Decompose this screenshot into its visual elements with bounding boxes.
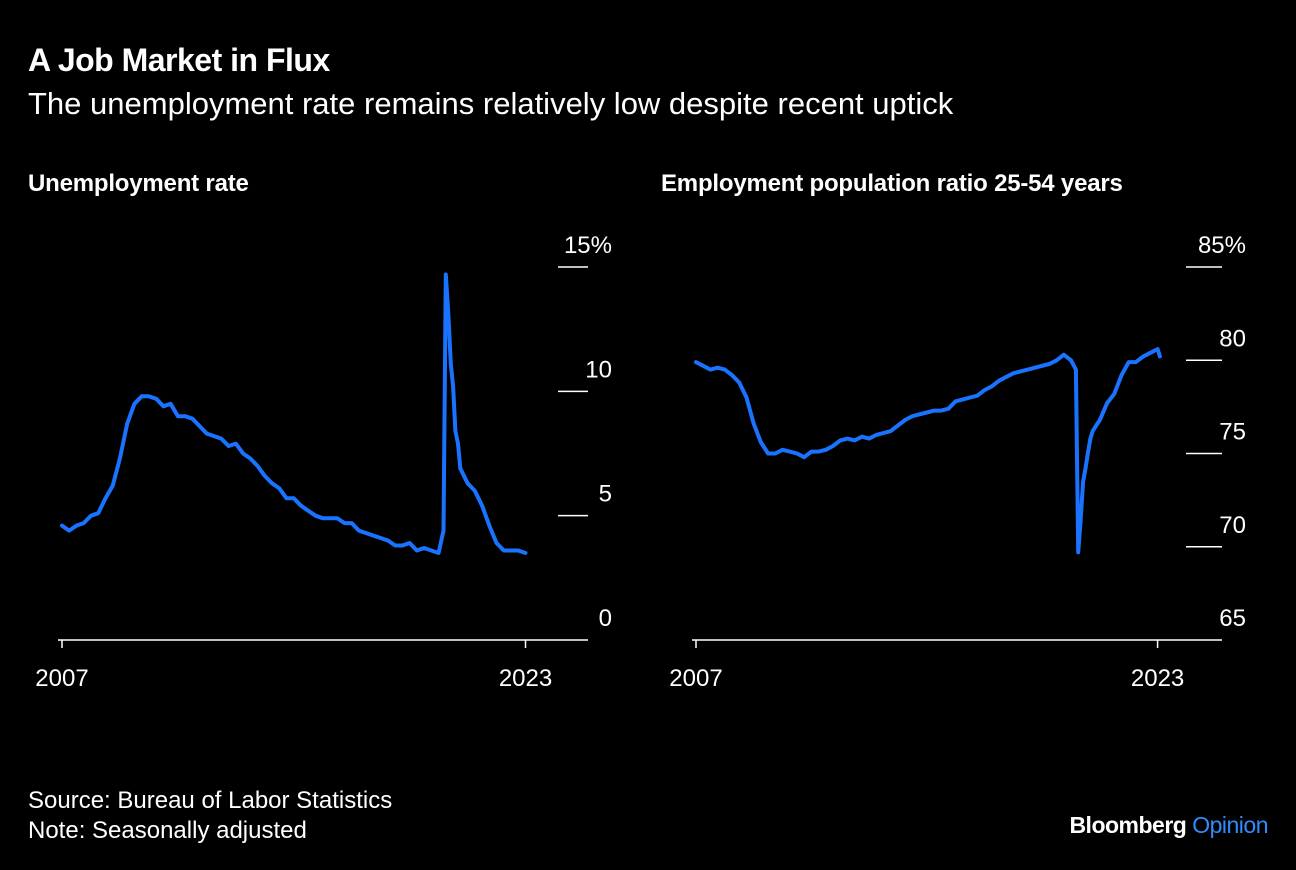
- chart-title: A Job Market in Flux: [28, 42, 330, 78]
- x-tick-label: 2007: [35, 665, 88, 692]
- footnote: Note: Seasonally adjusted: [28, 817, 307, 844]
- y-tick-label: 80: [1219, 325, 1246, 352]
- x-tick-label: 2007: [669, 665, 722, 692]
- y-tick-label: 75: [1219, 419, 1246, 446]
- x-tick-label: 2023: [499, 665, 552, 692]
- left-panel-title: Unemployment rate: [28, 170, 249, 197]
- logo-brand: Bloomberg: [1069, 812, 1187, 838]
- chart-subtitle: The unemployment rate remains relatively…: [28, 86, 954, 121]
- y-tick-label: 0: [599, 605, 612, 632]
- y-tick-label: 85%: [1198, 232, 1246, 259]
- x-tick-label: 2023: [1131, 665, 1184, 692]
- bloomberg-opinion-logo: Bloomberg Opinion: [1069, 812, 1268, 839]
- right-panel-title: Employment population ratio 25-54 years: [661, 170, 1123, 197]
- logo-product: Opinion: [1192, 812, 1268, 838]
- y-tick-label: 15%: [564, 232, 612, 259]
- y-tick-label: 5: [599, 481, 612, 508]
- y-tick-label: 65: [1219, 605, 1246, 632]
- source-note: Source: Bureau of Labor Statistics: [28, 787, 393, 814]
- series-line: [694, 347, 1162, 555]
- y-tick-label: 70: [1219, 512, 1246, 539]
- y-tick-label: 10: [585, 356, 612, 383]
- series-line: [60, 272, 528, 555]
